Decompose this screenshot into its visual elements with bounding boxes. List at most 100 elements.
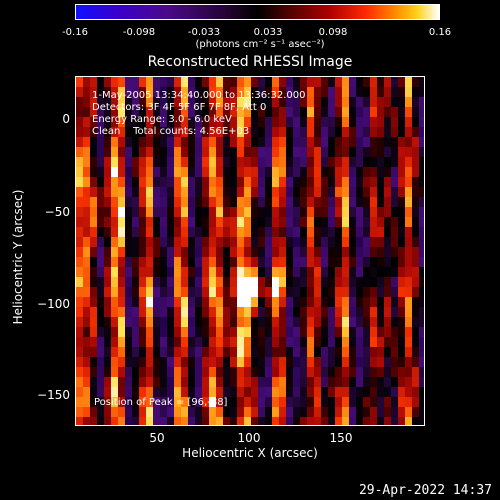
heatmap-cell xyxy=(335,207,342,217)
heatmap-cell xyxy=(118,297,125,307)
heatmap-cell xyxy=(258,77,265,87)
heatmap-cell xyxy=(405,207,412,217)
heatmap-cell xyxy=(398,317,405,327)
heatmap-cell xyxy=(104,137,111,147)
heatmap-cell xyxy=(90,387,97,397)
heatmap-cell xyxy=(377,197,384,207)
heatmap-cell xyxy=(223,417,230,425)
heatmap-cell xyxy=(202,317,209,327)
heatmap-cell xyxy=(209,417,216,425)
heatmap-cell xyxy=(230,347,237,357)
heatmap-cell xyxy=(160,397,167,407)
heatmap-cell xyxy=(216,167,223,177)
heatmap-cell xyxy=(363,287,370,297)
heatmap-cell xyxy=(398,187,405,197)
heatmap-cell xyxy=(146,167,153,177)
heatmap-cell xyxy=(286,237,293,247)
heatmap-cell xyxy=(125,267,132,277)
heatmap-cell xyxy=(76,157,83,167)
heatmap-cell xyxy=(377,417,384,425)
heatmap-cell xyxy=(216,177,223,187)
heatmap-cell xyxy=(300,77,307,87)
heatmap-cell xyxy=(272,107,279,117)
heatmap-cell xyxy=(181,407,188,417)
heatmap-cell xyxy=(237,277,244,287)
heatmap-cell xyxy=(230,387,237,397)
heatmap-cell xyxy=(118,197,125,207)
heatmap-cell xyxy=(146,287,153,297)
heatmap-cell xyxy=(384,337,391,347)
heatmap-cell xyxy=(265,357,272,367)
heatmap-cell xyxy=(300,367,307,377)
heatmap-cell xyxy=(356,147,363,157)
heatmap-cell xyxy=(146,337,153,347)
heatmap-cell xyxy=(209,277,216,287)
heatmap-cell xyxy=(258,327,265,337)
heatmap-cell xyxy=(370,307,377,317)
heatmap-cell xyxy=(412,107,419,117)
heatmap-cell xyxy=(174,407,181,417)
heatmap-cell xyxy=(104,237,111,247)
heatmap-cell xyxy=(321,157,328,167)
heatmap-cell xyxy=(384,227,391,237)
heatmap-cell xyxy=(419,97,424,107)
heatmap-cell xyxy=(132,287,139,297)
heatmap-cell xyxy=(265,337,272,347)
heatmap-cell xyxy=(111,327,118,337)
heatmap-cell xyxy=(363,277,370,287)
heatmap-cell xyxy=(321,327,328,337)
heatmap-cell xyxy=(223,77,230,87)
heatmap-cell xyxy=(405,277,412,287)
heatmap-cell xyxy=(356,97,363,107)
heatmap-cell xyxy=(279,357,286,367)
heatmap-cell xyxy=(412,187,419,197)
heatmap-cell xyxy=(405,377,412,387)
heatmap-cell xyxy=(356,197,363,207)
heatmap-cell xyxy=(321,197,328,207)
heatmap-cell xyxy=(125,307,132,317)
heatmap-cell xyxy=(209,257,216,267)
heatmap-cell xyxy=(251,317,258,327)
heatmap-cell xyxy=(363,267,370,277)
heatmap-cell xyxy=(405,197,412,207)
heatmap-cell xyxy=(251,347,258,357)
heatmap-cell xyxy=(384,117,391,127)
heatmap-cell xyxy=(209,77,216,87)
heatmap-cell xyxy=(321,387,328,397)
heatmap-cell xyxy=(272,77,279,87)
heatmap-cell xyxy=(279,77,286,87)
heatmap-cell xyxy=(195,267,202,277)
heatmap-cell xyxy=(286,367,293,377)
heatmap-cell xyxy=(167,257,174,267)
heatmap-cell xyxy=(412,377,419,387)
heatmap-cell xyxy=(279,287,286,297)
heatmap-cell xyxy=(195,377,202,387)
heatmap-cell xyxy=(384,257,391,267)
heatmap-cell xyxy=(104,257,111,267)
heatmap-cell xyxy=(111,87,118,97)
heatmap-cell xyxy=(244,327,251,337)
heatmap-cell xyxy=(335,157,342,167)
heatmap-cell xyxy=(181,117,188,127)
heatmap-cell xyxy=(258,257,265,267)
heatmap-cell xyxy=(188,217,195,227)
heatmap-cell xyxy=(216,147,223,157)
heatmap-cell xyxy=(104,227,111,237)
heatmap-cell xyxy=(286,387,293,397)
heatmap-cell xyxy=(342,357,349,367)
heatmap-cell xyxy=(181,357,188,367)
heatmap-cell xyxy=(412,317,419,327)
heatmap-cell xyxy=(349,337,356,347)
colorbar-tick: 0.098 xyxy=(318,27,348,38)
heatmap-cell xyxy=(174,227,181,237)
heatmap-cell xyxy=(419,87,424,97)
heatmap-cell xyxy=(272,147,279,157)
heatmap-cell xyxy=(419,197,424,207)
heatmap-cell xyxy=(384,287,391,297)
heatmap-cell xyxy=(272,277,279,287)
heatmap-cell xyxy=(146,357,153,367)
heatmap-cell xyxy=(384,327,391,337)
colorbar-tick: 0.16 xyxy=(428,27,452,38)
heatmap-cell xyxy=(237,217,244,227)
heatmap-cell xyxy=(244,227,251,237)
